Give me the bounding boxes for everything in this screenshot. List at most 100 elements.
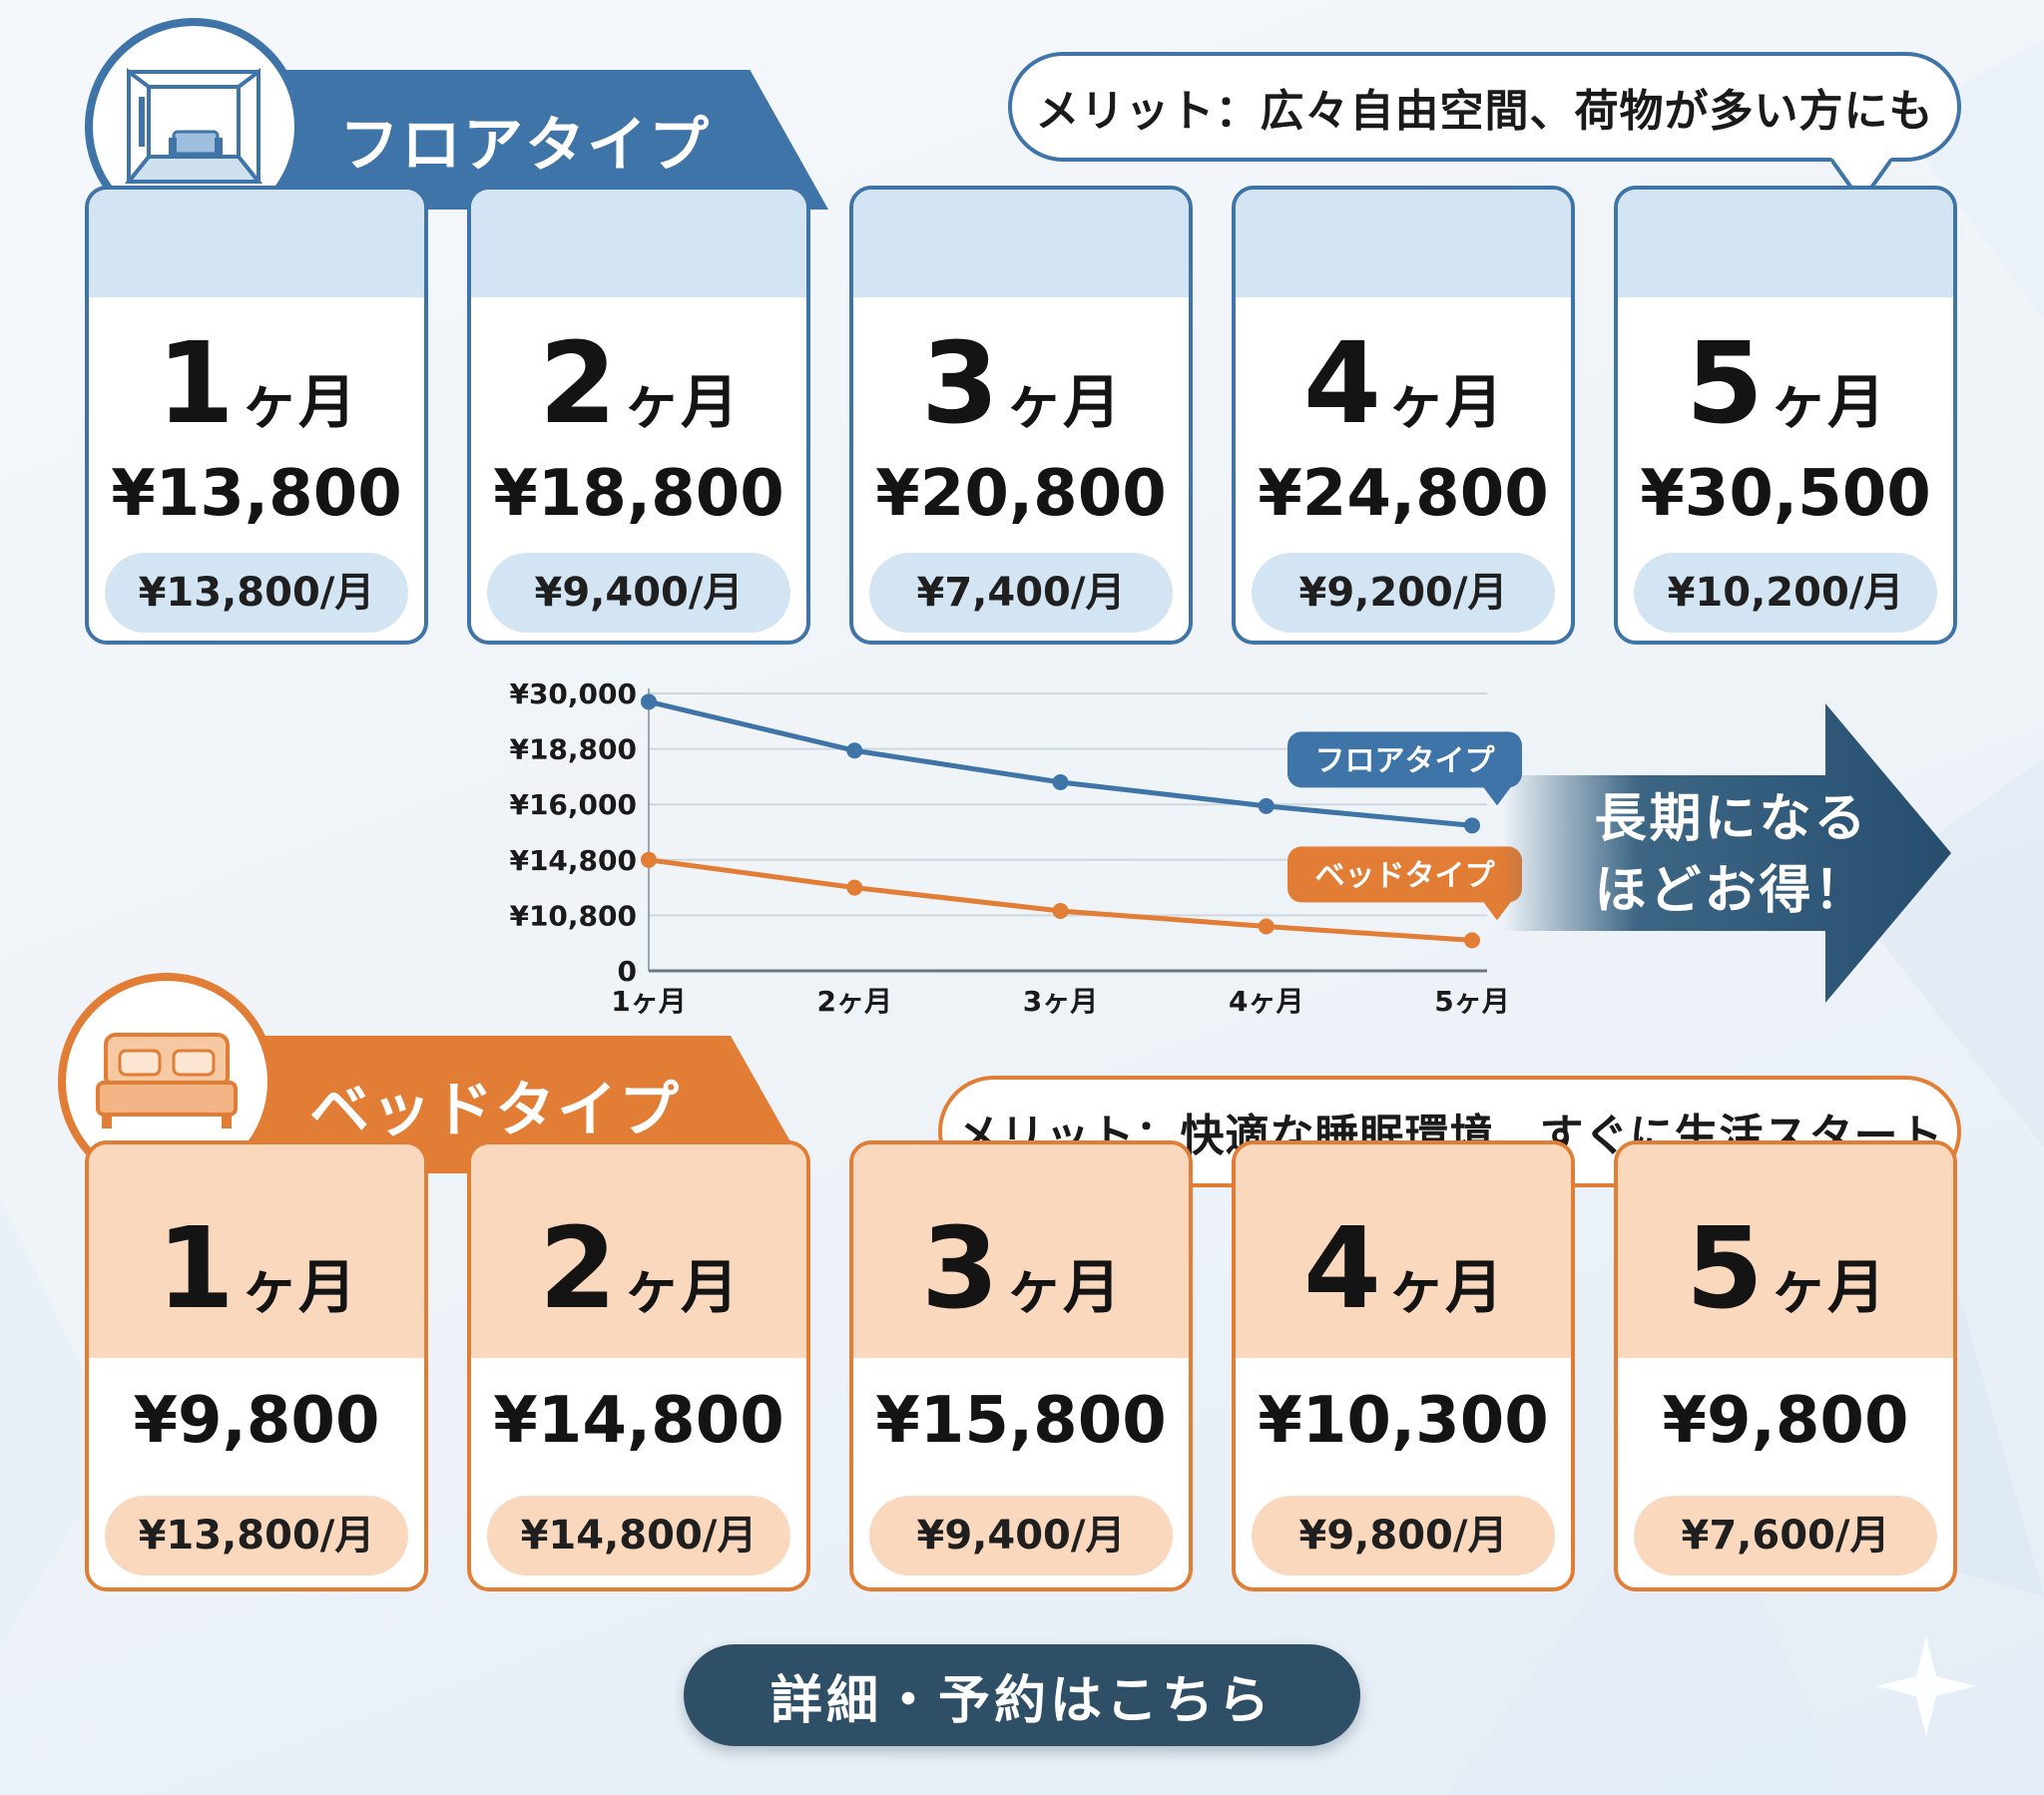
- floor-type-title: フロアタイプ: [339, 110, 711, 181]
- room-sofa-icon: [124, 68, 263, 184]
- plan-duration: 4 ヶ月: [1236, 1194, 1571, 1344]
- duration-unit: ヶ月: [622, 1253, 739, 1321]
- duration-unit: ヶ月: [1386, 368, 1503, 436]
- duration-number: 3: [921, 1204, 999, 1334]
- plan-monthly-price: ¥13,800/月: [105, 553, 408, 633]
- duration-unit: ヶ月: [622, 368, 739, 436]
- floor-plan-card[interactable]: 3 ヶ月 ¥20,800 ¥7,400/月: [849, 186, 1193, 645]
- card-header-band: [1236, 190, 1571, 297]
- duration-number: 3: [921, 319, 999, 449]
- plan-total-price: ¥13,800: [111, 457, 402, 531]
- data-point: [1258, 918, 1275, 935]
- arrow-line-1: 長期になる: [1594, 789, 1869, 849]
- plan-total-price: ¥9,800: [133, 1384, 380, 1458]
- x-tick-label: 5ヶ月: [1434, 985, 1509, 1018]
- card-header-band: [1236, 1144, 1571, 1358]
- y-tick-label: 0: [618, 955, 637, 988]
- plan-duration: 5 ヶ月: [1618, 309, 1953, 459]
- plan-total-price: ¥15,800: [875, 1384, 1167, 1458]
- plan-total-price: ¥10,300: [1258, 1384, 1549, 1458]
- card-header-band: [89, 190, 424, 297]
- y-tick-label: ¥30,000: [509, 677, 637, 710]
- plan-total-price: ¥30,500: [1640, 457, 1931, 531]
- legend-entry: ベッドタイプ: [1315, 858, 1496, 893]
- duration-unit: ヶ月: [1769, 1253, 1885, 1321]
- y-tick-label: ¥10,800: [509, 899, 637, 932]
- card-header-band: [1618, 1144, 1953, 1358]
- data-point: [1052, 773, 1069, 790]
- duration-number: 4: [1303, 319, 1381, 449]
- duration-unit: ヶ月: [1769, 368, 1885, 436]
- plan-monthly-price: ¥7,600/月: [1634, 1496, 1937, 1575]
- plan-duration: 1 ヶ月: [89, 309, 424, 459]
- duration-number: 1: [157, 1204, 235, 1334]
- plan-total-price: ¥24,800: [1258, 457, 1549, 531]
- x-tick-label: 1ヶ月: [611, 985, 686, 1018]
- floor-plan-card[interactable]: 4 ヶ月 ¥24,800 ¥9,200/月: [1232, 186, 1575, 645]
- plan-duration: 4 ヶ月: [1236, 309, 1571, 459]
- duration-number: 5: [1686, 1204, 1764, 1334]
- plan-duration: 3 ヶ月: [853, 1194, 1189, 1344]
- bed-plan-card[interactable]: 4 ヶ月 ¥10,300 ¥9,800/月: [1232, 1140, 1575, 1591]
- floor-plan-card[interactable]: 5 ヶ月 ¥30,500 ¥10,200/月: [1614, 186, 1957, 645]
- floor-plan-card[interactable]: 1 ヶ月 ¥13,800 ¥13,800/月: [85, 186, 428, 645]
- arrow-line-2: ほどお得！: [1594, 861, 1869, 921]
- bed-plan-card[interactable]: 2 ヶ月 ¥14,800 ¥14,800/月: [467, 1140, 810, 1591]
- plan-monthly-price: ¥9,400/月: [487, 553, 790, 633]
- plan-monthly-price: ¥13,800/月: [105, 1496, 408, 1575]
- x-tick-label: 3ヶ月: [1023, 985, 1098, 1018]
- series-label-bubble: [1287, 731, 1522, 788]
- plan-duration: 1 ヶ月: [89, 1194, 424, 1344]
- floor-merit-text: メリット：広々自由空間、荷物が多い方にも: [1035, 86, 1934, 137]
- bed-icon: [96, 1033, 238, 1128]
- y-tick-label: ¥18,800: [509, 733, 637, 766]
- data-point: [1464, 932, 1480, 949]
- duration-unit: ヶ月: [240, 368, 356, 436]
- duration-number: 2: [539, 319, 617, 449]
- details-reservation-button[interactable]: 詳細・予約はこちら: [684, 1644, 1360, 1746]
- legend-entry: フロアタイプ: [1315, 743, 1496, 778]
- data-point: [1258, 797, 1275, 814]
- data-point: [1464, 817, 1480, 834]
- duration-number: 4: [1303, 1204, 1381, 1334]
- duration-unit: ヶ月: [1004, 1253, 1121, 1321]
- bed-plan-card[interactable]: 5 ヶ月 ¥9,800 ¥7,600/月: [1614, 1140, 1957, 1591]
- plan-monthly-price: ¥10,200/月: [1634, 553, 1937, 633]
- duration-number: 1: [157, 319, 235, 449]
- data-point: [641, 693, 657, 710]
- plan-duration: 2 ヶ月: [471, 1194, 806, 1344]
- plan-total-price: ¥18,800: [493, 457, 784, 531]
- duration-number: 5: [1686, 319, 1764, 449]
- plan-monthly-price: ¥7,400/月: [869, 553, 1173, 633]
- data-point: [641, 851, 657, 868]
- data-point: [846, 879, 863, 896]
- card-header-band: [471, 1144, 806, 1358]
- plan-monthly-price: ¥9,800/月: [1252, 1496, 1555, 1575]
- y-tick-label: ¥16,000: [509, 788, 637, 821]
- duration-unit: ヶ月: [1386, 1253, 1503, 1321]
- data-point: [846, 742, 863, 759]
- bed-plan-card[interactable]: 1 ヶ月 ¥9,800 ¥13,800/月: [85, 1140, 428, 1591]
- data-point: [1052, 902, 1069, 919]
- plan-duration: 5 ヶ月: [1618, 1194, 1953, 1344]
- series-label-bubble: [1287, 846, 1522, 903]
- floor-merit-bubble: メリット：広々自由空間、荷物が多い方にも: [1008, 52, 1961, 162]
- duration-number: 2: [539, 1204, 617, 1334]
- plan-monthly-price: ¥9,200/月: [1252, 553, 1555, 633]
- bed-plan-card[interactable]: 3 ヶ月 ¥15,800 ¥9,400/月: [849, 1140, 1193, 1591]
- x-tick-label: 2ヶ月: [817, 985, 892, 1018]
- plan-total-price: ¥14,800: [493, 1384, 784, 1458]
- card-header-band: [471, 190, 806, 297]
- floor-plan-card[interactable]: 2 ヶ月 ¥18,800 ¥9,400/月: [467, 186, 810, 645]
- plan-monthly-price: ¥14,800/月: [487, 1496, 790, 1575]
- bed-type-title: ベッドタイプ: [309, 1075, 681, 1145]
- plan-monthly-price: ¥9,400/月: [869, 1496, 1173, 1575]
- card-header-band: [853, 190, 1189, 297]
- duration-unit: ヶ月: [1004, 368, 1121, 436]
- plan-duration: 3 ヶ月: [853, 309, 1189, 459]
- y-tick-label: ¥14,800: [509, 844, 637, 877]
- x-tick-label: 4ヶ月: [1229, 985, 1303, 1018]
- plan-total-price: ¥20,800: [875, 457, 1167, 531]
- card-header-band: [1618, 190, 1953, 297]
